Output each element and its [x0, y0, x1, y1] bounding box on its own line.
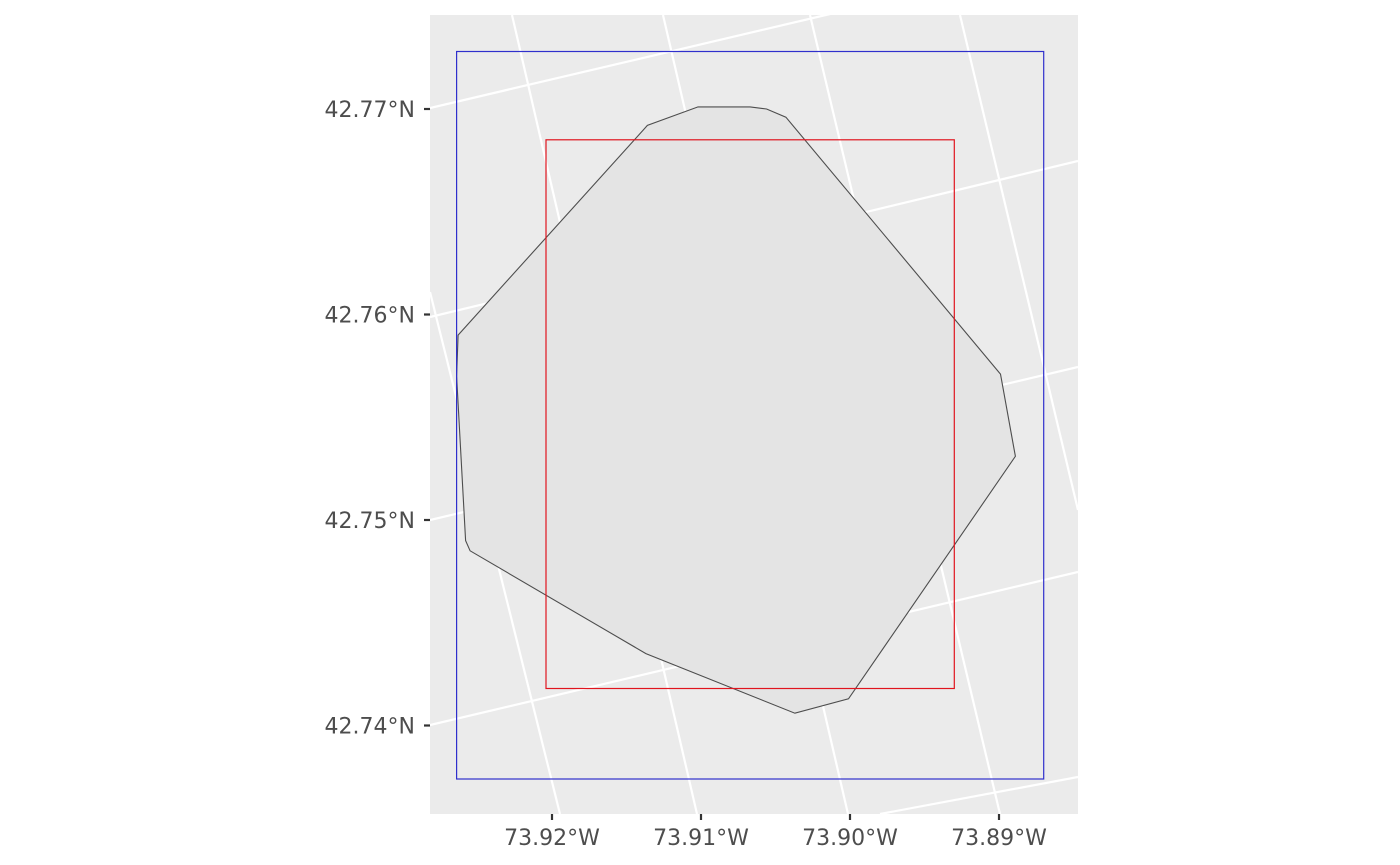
longitude-axis: 73.92°W 73.91°W 73.90°W 73.89°W — [504, 814, 1047, 851]
graticule-line — [879, 775, 1078, 814]
latitude-axis: 42.77°N 42.76°N 42.75°N 42.74°N — [325, 98, 430, 740]
x-tick-label: 73.91°W — [653, 826, 749, 851]
y-tick-label: 42.76°N — [325, 304, 415, 329]
y-tick-label: 42.74°N — [325, 715, 415, 740]
map-features — [456, 50, 1045, 780]
y-tick-label: 42.75°N — [325, 509, 415, 534]
graticule-line — [430, 15, 831, 110]
graticule-line — [958, 15, 1078, 511]
y-tick-label: 42.77°N — [325, 98, 415, 123]
area-polygon — [456, 106, 1016, 714]
inner-bounding-box — [545, 139, 955, 690]
x-tick-label: 73.90°W — [802, 826, 898, 851]
x-tick-label: 73.92°W — [504, 826, 600, 851]
outer-bounding-box — [456, 50, 1045, 780]
x-tick-label: 73.89°W — [951, 826, 1047, 851]
